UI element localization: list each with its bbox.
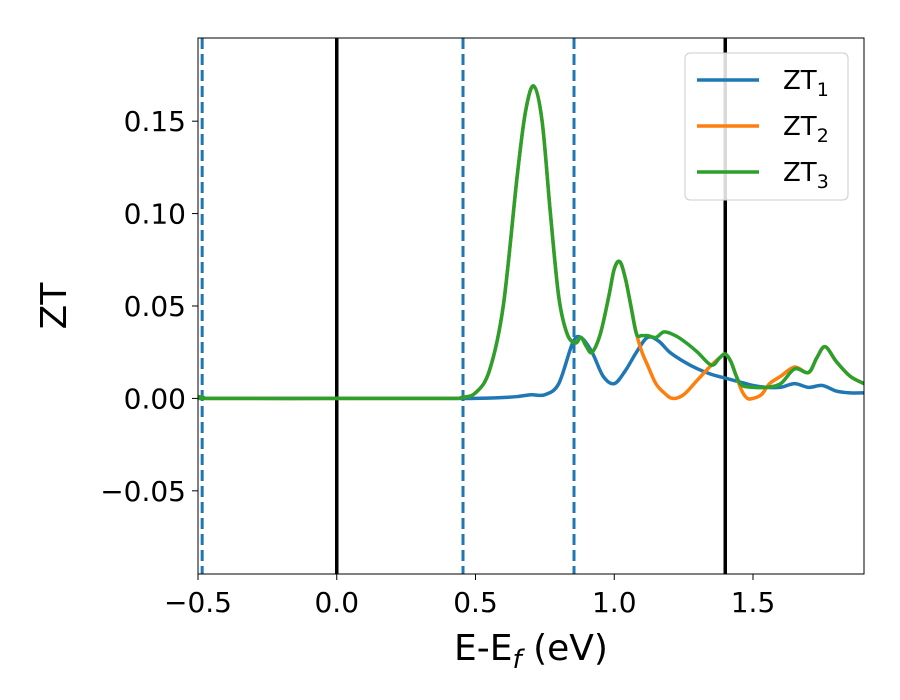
legend-label-zt1: ZT1 (783, 66, 829, 101)
y-tick-label: 0.10 (124, 198, 186, 231)
x-axis-title-unit: (eV) (522, 628, 608, 669)
data-series (198, 84, 864, 401)
series-line-zt1 (198, 334, 864, 401)
legend-label-zt3: ZT3 (783, 158, 829, 193)
x-axis-title-main: E-E (454, 628, 512, 669)
y-tick-label: 0.00 (124, 382, 186, 415)
y-tick-label: −0.05 (100, 475, 186, 508)
legend-label-zt2: ZT2 (783, 112, 829, 147)
series-line-zt3 (198, 84, 864, 401)
x-tick-label: 1.5 (731, 586, 776, 619)
x-tick-label: 0.0 (314, 586, 359, 619)
x-axis-ticks: −0.5 0.0 0.5 1.0 1.5 (164, 574, 775, 619)
legend-box (684, 52, 849, 201)
x-tick-label: −0.5 (164, 586, 232, 619)
y-axis-ticks: −0.05 0.00 0.05 0.10 0.15 (100, 105, 198, 508)
x-tick-label: 1.0 (592, 586, 637, 619)
y-tick-label: 0.15 (124, 105, 186, 138)
y-tick-label: 0.05 (124, 290, 186, 323)
y-axis-title: ZT (34, 282, 75, 330)
x-axis-title: E-Ef (eV) (454, 628, 608, 675)
x-tick-label: 0.5 (453, 586, 498, 619)
legend: ZT1 ZT2 ZT3 (684, 52, 849, 201)
reference-lines (200, 38, 727, 574)
